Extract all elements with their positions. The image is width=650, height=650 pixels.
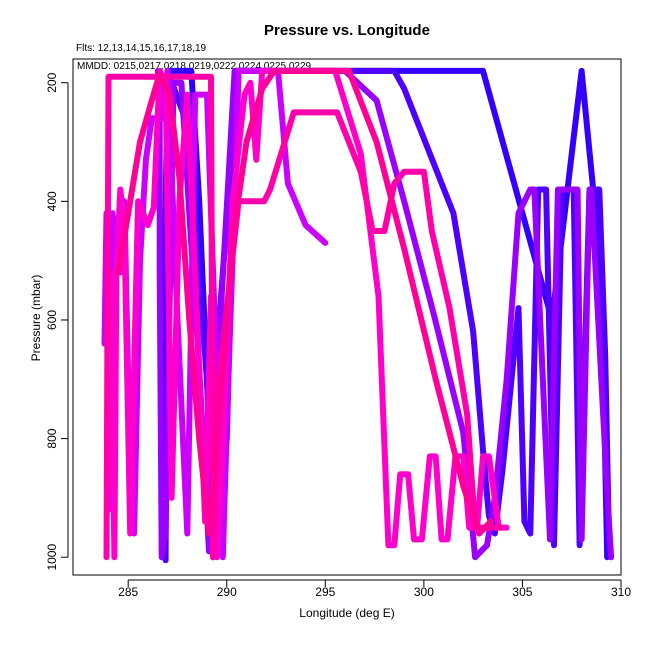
flights-note: Flts: 12,13,14,15,16,17,18,19 [76, 43, 207, 54]
y-tick-label: 600 [45, 310, 59, 330]
y-tick-label: 400 [45, 191, 59, 211]
x-tick-label: 290 [217, 585, 237, 599]
series-layer [101, 67, 615, 564]
x-tick-label: 300 [414, 585, 434, 599]
axis-layer: 285 290 295 300 305 310 200 400 600 800 1000 [45, 72, 631, 599]
x-tick-label: 295 [315, 585, 335, 599]
y-tick-label: 800 [45, 428, 59, 448]
y-axis-label: Pressure (mbar) [29, 275, 43, 362]
chart-title: Pressure vs. Longitude [264, 22, 430, 39]
x-tick-label: 310 [611, 585, 631, 599]
x-tick-label: 305 [512, 585, 532, 599]
plot-frame [72, 58, 622, 576]
x-axis-label: Longitude (deg E) [299, 606, 394, 620]
series-line-7 [115, 67, 494, 537]
x-tick-label: 285 [118, 585, 138, 599]
mmdd-note: MMDD: 0215,0217,0218,0219,0222,0224,0225… [77, 61, 312, 72]
y-tick-label: 200 [45, 72, 59, 92]
series-line-3 [154, 67, 615, 561]
y-tick-label: 1000 [45, 544, 59, 571]
